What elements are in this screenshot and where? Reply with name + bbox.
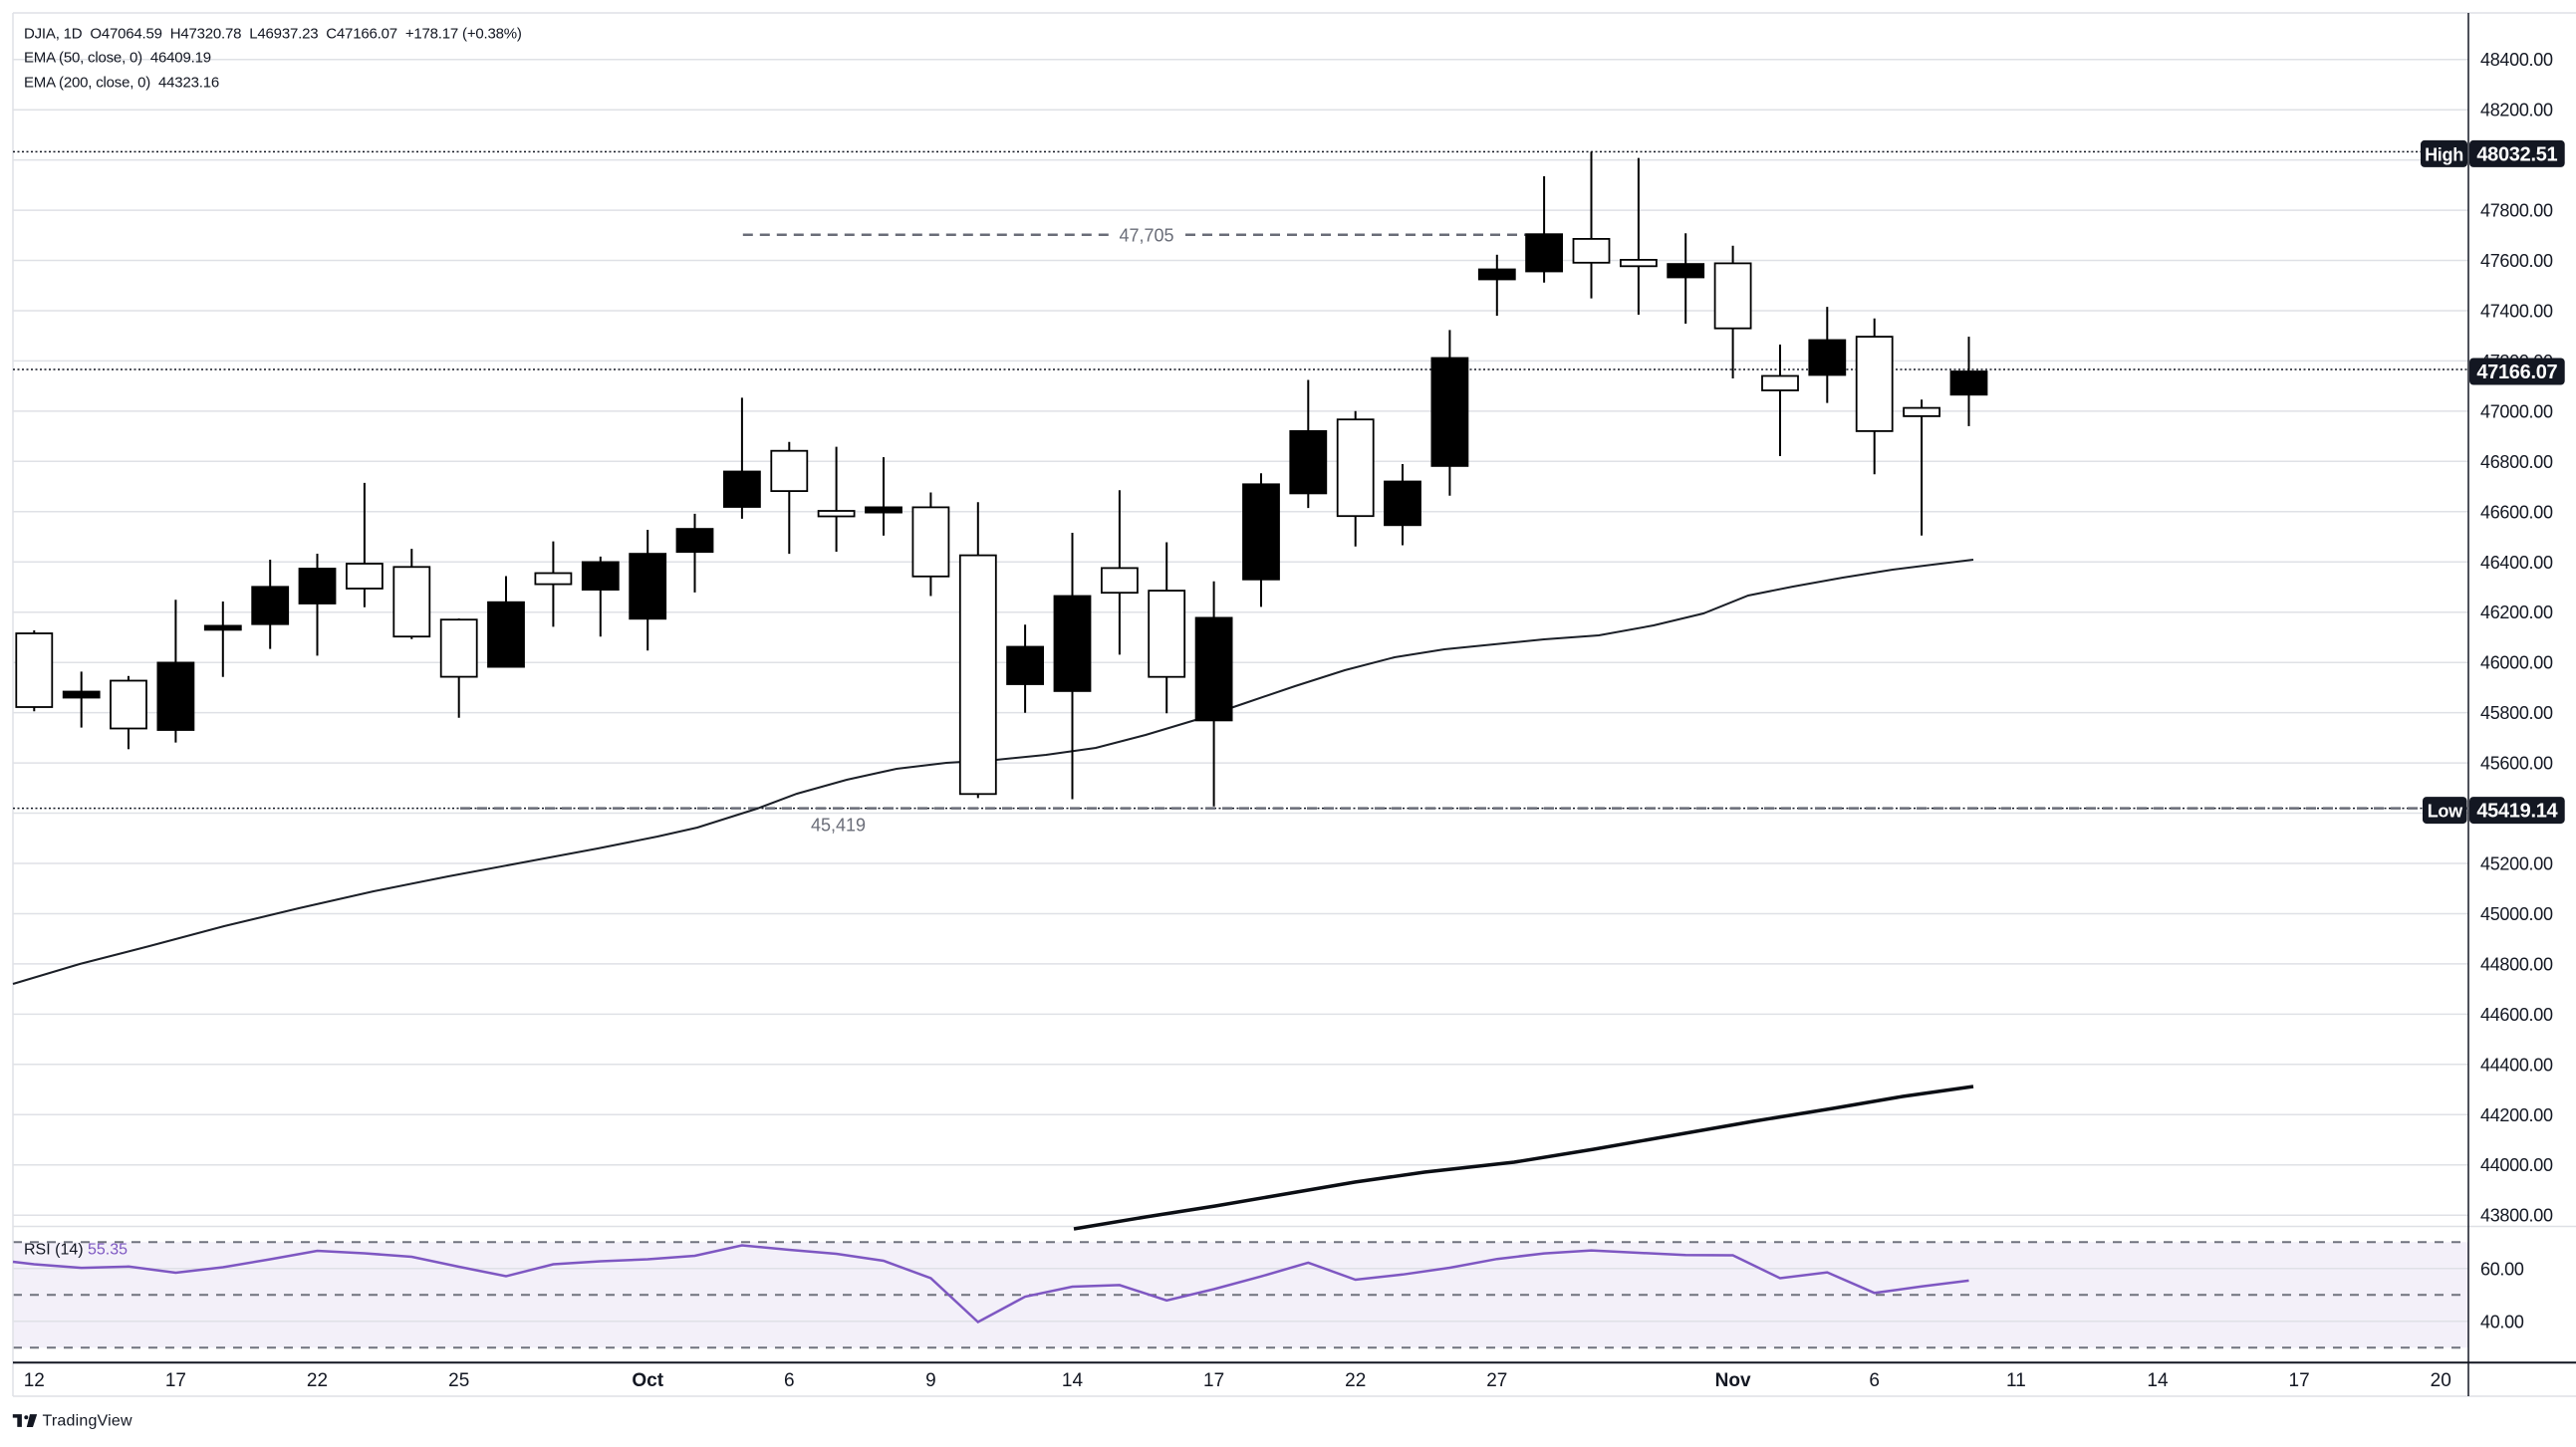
svg-text:55.35: 55.35 [88,1242,128,1259]
svg-text:RSI (14): RSI (14) [24,1242,84,1259]
svg-text:22: 22 [307,1370,328,1391]
svg-text:17: 17 [165,1370,186,1391]
svg-text:46000.00: 46000.00 [2480,653,2553,673]
svg-text:25: 25 [448,1370,469,1391]
svg-text:High: High [2425,144,2463,164]
svg-text:47166.07: 47166.07 [2476,362,2557,383]
svg-text:44000.00: 44000.00 [2480,1155,2553,1175]
svg-text:46400.00: 46400.00 [2480,553,2553,573]
svg-text:48400.00: 48400.00 [2480,50,2553,70]
svg-text:43800.00: 43800.00 [2480,1206,2553,1226]
svg-text:EMA (50, close, 0) 46409.19: EMA (50, close, 0) 46409.19 [24,50,211,67]
svg-text:60.00: 60.00 [2480,1259,2524,1279]
svg-text:47800.00: 47800.00 [2480,201,2553,221]
svg-text:6: 6 [1869,1370,1880,1391]
svg-text:44800.00: 44800.00 [2480,954,2553,974]
svg-text:17: 17 [2289,1370,2310,1391]
svg-text:48200.00: 48200.00 [2480,101,2553,121]
svg-text:45419.14: 45419.14 [2476,801,2558,823]
svg-text:45800.00: 45800.00 [2480,703,2553,723]
svg-text:TradingView: TradingView [43,1413,132,1430]
svg-text:Low: Low [2428,802,2463,822]
svg-text:46200.00: 46200.00 [2480,603,2553,622]
svg-text:45000.00: 45000.00 [2480,904,2553,924]
svg-text:44200.00: 44200.00 [2480,1105,2553,1125]
svg-text:17: 17 [1203,1370,1224,1391]
svg-text:45,419: 45,419 [811,816,866,836]
svg-text:20: 20 [2431,1370,2451,1391]
svg-text:45600.00: 45600.00 [2480,754,2553,774]
svg-text:14: 14 [2147,1370,2169,1391]
svg-text:47000.00: 47000.00 [2480,401,2553,421]
svg-text:44400.00: 44400.00 [2480,1055,2553,1075]
svg-text:Oct: Oct [632,1370,663,1391]
svg-text:47,705: 47,705 [1119,226,1173,246]
svg-text:12: 12 [24,1370,45,1391]
svg-text:11: 11 [2006,1370,2026,1391]
svg-text:DJIA, 1D O47064.59 H47320.78: DJIA, 1D O47064.59 H47320.78 L46937.23 C… [24,26,522,43]
svg-text:22: 22 [1345,1370,1366,1391]
svg-text:40.00: 40.00 [2480,1312,2524,1331]
svg-text:45200.00: 45200.00 [2480,854,2553,874]
svg-text:6: 6 [784,1370,795,1391]
svg-text:27: 27 [1486,1370,1507,1391]
svg-text:44600.00: 44600.00 [2480,1005,2553,1025]
svg-text:Nov: Nov [1715,1370,1751,1391]
svg-text:48032.51: 48032.51 [2476,143,2557,165]
svg-text:47600.00: 47600.00 [2480,251,2553,271]
svg-text:46600.00: 46600.00 [2480,502,2553,522]
svg-text:46800.00: 46800.00 [2480,452,2553,472]
svg-text:47400.00: 47400.00 [2480,302,2553,322]
svg-text:9: 9 [925,1370,936,1391]
svg-text:14: 14 [1062,1370,1084,1391]
svg-text:EMA (200, close, 0) 44323.16: EMA (200, close, 0) 44323.16 [24,75,219,92]
